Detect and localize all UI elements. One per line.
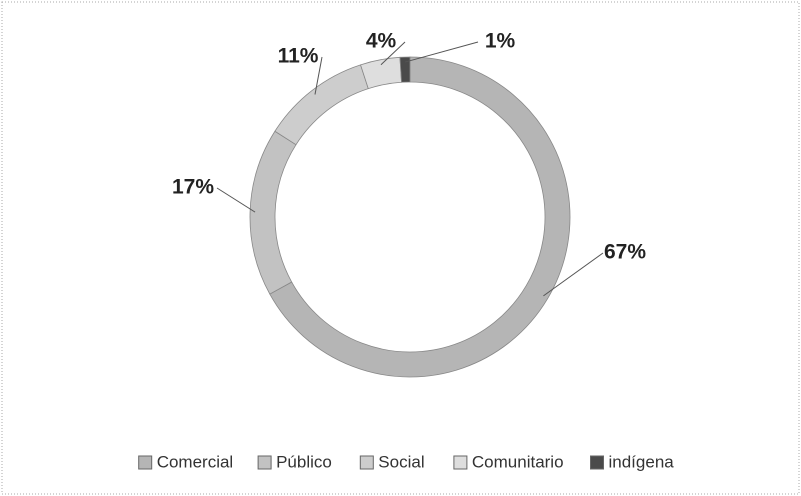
leader-line bbox=[380, 41, 406, 66]
data-label: 1% bbox=[485, 30, 516, 53]
leader-line bbox=[314, 56, 323, 95]
legend-swatch bbox=[138, 455, 153, 470]
legend-label: Comercial bbox=[157, 452, 234, 471]
leader-line bbox=[404, 41, 479, 63]
data-label: 4% bbox=[366, 30, 397, 53]
legend-swatch bbox=[257, 455, 272, 470]
leader-line bbox=[216, 187, 256, 213]
data-label: 17% bbox=[172, 176, 214, 199]
legend-label: Comunitario bbox=[472, 452, 564, 471]
data-label: 67% bbox=[604, 241, 646, 264]
leader-line bbox=[543, 252, 604, 297]
legend-swatch bbox=[359, 455, 374, 470]
legend-label: Social bbox=[378, 452, 424, 471]
legend-swatch bbox=[453, 455, 468, 470]
legend-swatch bbox=[590, 455, 604, 470]
data-label: 11% bbox=[278, 45, 319, 68]
legend-label: indígena bbox=[609, 452, 675, 471]
donut-segment bbox=[269, 56, 571, 378]
donut-segment bbox=[399, 56, 411, 83]
legend-label: Público bbox=[276, 452, 332, 471]
